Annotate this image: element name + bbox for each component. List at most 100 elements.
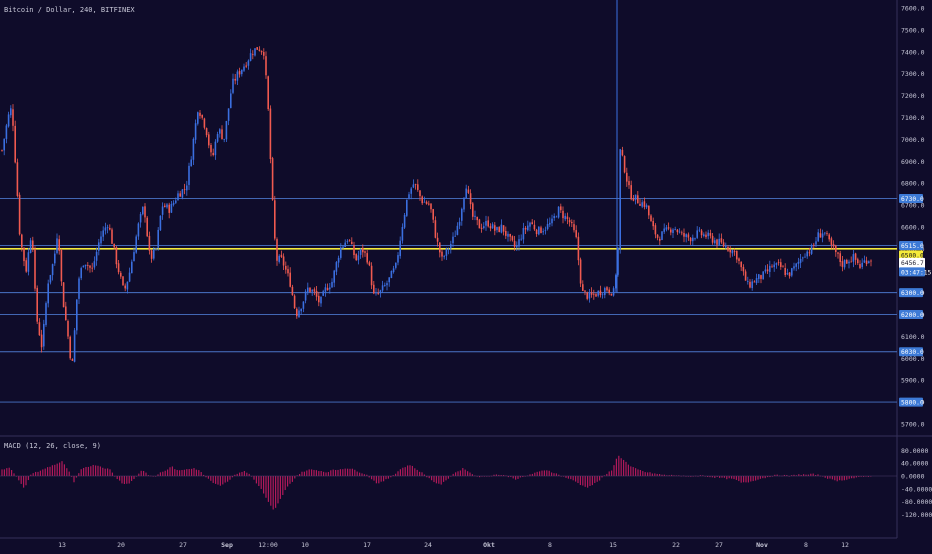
candle-body [340,247,342,258]
price-tick-label: 7200.0 [901,92,925,100]
macd-bar [548,470,550,476]
macd-bar [174,469,176,476]
candle-body [439,242,441,253]
candle-body [375,292,377,294]
candle-body [214,141,217,156]
macd-bar [71,476,73,477]
candle-body [51,264,54,276]
macd-bar [229,476,231,480]
candle-body [663,228,665,232]
macd-bar [320,471,322,476]
candle-body [826,233,828,234]
candle-body [71,359,74,361]
candle-body [722,242,725,247]
candle-body [819,233,822,238]
candle-body [571,222,573,224]
candle-body [395,262,397,268]
macd-bar [416,469,418,476]
macd-bar [239,472,241,476]
macd-bar [167,469,169,476]
macd-bar [68,471,70,476]
macd-bar [582,476,584,486]
candle-body [252,54,254,56]
candle-body [421,196,423,204]
candle-body [203,118,206,128]
candle-body [469,193,472,205]
macd-bar [603,475,605,476]
candle-body [368,262,371,266]
macd-bar [791,475,793,476]
candle-body [436,237,439,242]
macd-bar [498,474,500,476]
candle-body [298,310,300,318]
macd-bar [395,473,397,476]
candle-body [153,248,155,259]
candle-body [694,238,696,240]
time-tick-label: 22 [672,541,680,549]
candle-body [562,210,564,219]
candle-body [703,234,705,237]
macd-bar [817,474,819,476]
candle-body [549,222,551,225]
macd-bar [462,468,464,476]
macd-bar [584,476,586,487]
candle-body [775,263,778,265]
candle-body [168,204,170,213]
macd-bar [368,476,370,478]
candle-body [758,274,760,279]
candle-body [747,281,749,283]
macd-bar [193,468,195,476]
candle-body [432,209,434,220]
macd-bar [522,476,524,478]
macd-bar [714,476,716,478]
macd-bar [601,476,603,478]
macd-bar [855,476,857,478]
macd-bar [383,476,385,482]
candle-body [579,259,582,284]
candle-body [626,172,628,182]
candle-body [318,295,320,303]
macd-bar [635,468,637,476]
macd-bar [325,472,327,476]
macd-bar [440,476,442,485]
candle-body [45,303,47,325]
candle-body [201,114,203,118]
candle-body [78,278,80,299]
macd-bar [44,468,46,476]
candle-body [450,243,452,249]
macd-bar [296,475,298,476]
macd-bar [371,476,373,480]
candle-body [329,287,331,290]
candle-body [667,227,670,229]
macd-bar [587,476,589,488]
candle-body [351,241,353,245]
candle-body [199,112,201,116]
price-tick-label: 7300.0 [901,70,925,78]
candle-body [544,229,547,231]
candle-body [47,283,49,304]
macd-bar [507,476,509,478]
macd-bar [591,476,593,486]
candle-body [166,204,168,208]
candle-body [632,198,635,201]
candle-body [254,48,256,56]
macd-bar [663,474,665,476]
candle-body [348,240,351,242]
candle-body [496,227,498,231]
macd-bar [327,472,329,476]
candle-body [43,323,45,347]
macd-bar [404,467,406,476]
price-tag-label: 6030.0 [901,349,924,356]
macd-bar [248,473,250,476]
candle-body [373,284,375,294]
candle-body [274,200,276,239]
candle-body [683,233,685,237]
macd-bar [399,469,401,476]
candle-body [89,265,91,268]
macd-bar [421,472,423,476]
time-tick-label: 12 [841,541,849,549]
candle-body [487,220,489,227]
macd-bar [841,476,843,481]
candle-body [861,262,863,267]
candle-body [100,236,102,244]
